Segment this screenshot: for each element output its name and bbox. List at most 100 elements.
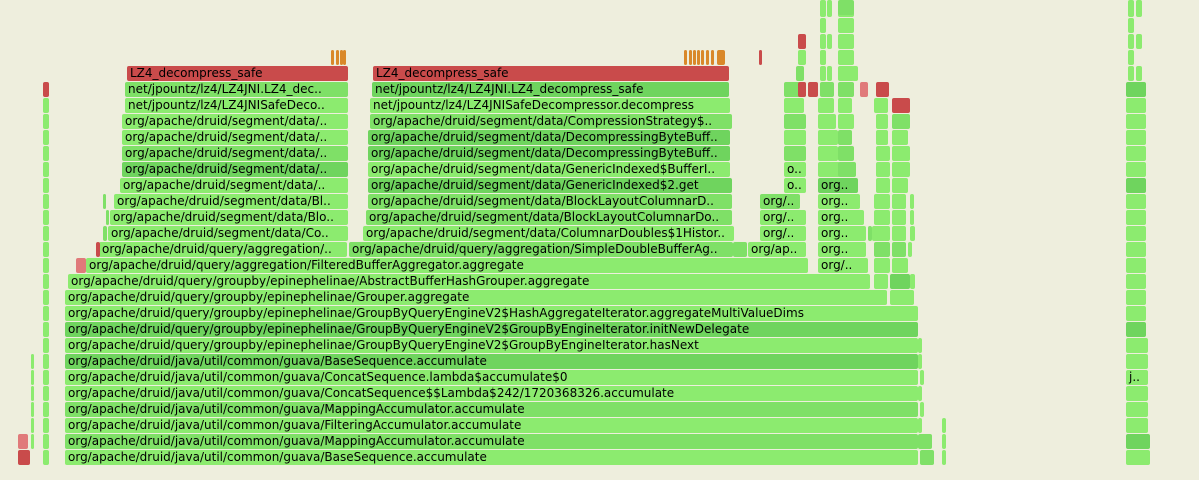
stack-frame[interactable] (43, 370, 49, 385)
stack-frame[interactable]: org/apache/druid/segment/data/BlockLayou… (368, 194, 732, 209)
stack-frame[interactable] (818, 114, 836, 129)
stack-frame[interactable] (892, 146, 910, 161)
stack-frame[interactable] (818, 98, 834, 113)
stack-frame[interactable] (890, 274, 910, 289)
stack-frame[interactable] (1136, 34, 1142, 49)
stack-frame[interactable]: org/apache/druid/segment/data/BlockLayou… (366, 210, 732, 225)
stack-frame[interactable]: org/apache/druid/java/util/common/guava/… (65, 418, 918, 433)
stack-frame[interactable] (1126, 194, 1146, 209)
stack-frame[interactable] (874, 274, 888, 289)
stack-frame[interactable] (784, 146, 806, 161)
stack-frame[interactable] (1126, 354, 1148, 369)
stack-frame[interactable] (759, 50, 762, 65)
stack-frame[interactable]: org/.. (760, 226, 806, 241)
stack-frame[interactable] (876, 162, 890, 177)
stack-frame[interactable] (331, 50, 334, 65)
stack-frame[interactable] (868, 226, 872, 241)
stack-frame[interactable]: o.. (784, 162, 806, 177)
stack-frame[interactable] (43, 114, 49, 129)
stack-frame[interactable] (918, 354, 922, 369)
stack-frame[interactable]: org.. (818, 242, 866, 257)
stack-frame[interactable]: org/apache/druid/segment/data/GenericInd… (368, 162, 730, 177)
stack-frame[interactable] (697, 50, 700, 65)
stack-frame[interactable]: org.. (818, 194, 860, 209)
stack-frame[interactable]: org/apache/druid/query/groupby/epinephel… (65, 306, 918, 321)
stack-frame[interactable] (908, 242, 912, 257)
stack-frame[interactable]: org/ap.. (748, 242, 806, 257)
stack-frame[interactable] (784, 114, 806, 129)
stack-frame[interactable] (1136, 0, 1142, 15)
stack-frame[interactable]: org/apache/druid/segment/data/Blo.. (110, 210, 348, 225)
stack-frame[interactable] (1126, 290, 1146, 305)
stack-frame[interactable] (711, 50, 714, 65)
stack-frame[interactable] (43, 306, 49, 321)
stack-frame[interactable]: org/apache/druid/segment/data/.. (122, 114, 348, 129)
stack-frame[interactable] (43, 386, 49, 401)
stack-frame[interactable] (827, 0, 832, 15)
stack-frame[interactable] (798, 82, 806, 97)
stack-frame[interactable]: org/apache/druid/segment/data/ColumnarDo… (363, 226, 734, 241)
stack-frame[interactable]: org/apache/druid/segment/data/Compressio… (370, 114, 732, 129)
stack-frame[interactable] (910, 210, 914, 225)
stack-frame[interactable]: org/.. (760, 210, 806, 225)
stack-frame[interactable] (942, 418, 946, 433)
stack-frame[interactable] (336, 50, 339, 65)
stack-frame[interactable] (684, 50, 687, 65)
stack-frame[interactable] (43, 146, 49, 161)
stack-frame[interactable]: org.. (818, 178, 858, 193)
stack-frame[interactable]: org/apache/druid/segment/data/Decompress… (368, 146, 730, 161)
stack-frame[interactable] (43, 322, 49, 337)
stack-frame[interactable]: net/jpountz/lz4/LZ4JNISafeDeco.. (125, 98, 348, 113)
stack-frame[interactable] (717, 50, 725, 65)
stack-frame[interactable] (838, 82, 854, 97)
stack-frame[interactable]: org/apache/druid/segment/data/.. (122, 130, 348, 145)
stack-frame[interactable] (1126, 450, 1150, 465)
stack-frame[interactable]: net/jpountz/lz4/LZ4JNI.LZ4_decompress_sa… (372, 82, 729, 97)
stack-frame[interactable] (43, 226, 49, 241)
stack-frame[interactable] (892, 130, 908, 145)
stack-frame[interactable] (942, 450, 946, 465)
stack-frame[interactable] (18, 450, 30, 465)
stack-frame[interactable] (838, 162, 856, 177)
stack-frame[interactable] (918, 386, 922, 401)
stack-frame[interactable] (76, 258, 86, 273)
stack-frame[interactable] (910, 274, 915, 289)
stack-frame[interactable] (920, 370, 924, 385)
stack-frame[interactable] (1128, 18, 1134, 33)
stack-frame[interactable]: org/apache/druid/query/aggregation/.. (99, 242, 347, 257)
stack-frame[interactable]: org/apache/druid/java/util/common/guava/… (65, 354, 918, 369)
stack-frame[interactable] (31, 354, 34, 369)
stack-frame[interactable]: net/jpountz/lz4/LZ4JNISafeDecompressor.d… (370, 98, 730, 113)
stack-frame[interactable] (852, 66, 858, 81)
stack-frame[interactable] (798, 34, 806, 49)
stack-frame[interactable] (892, 242, 906, 257)
stack-frame[interactable] (838, 50, 854, 65)
stack-frame[interactable] (31, 386, 34, 401)
stack-frame[interactable] (43, 130, 49, 145)
stack-frame[interactable] (827, 34, 832, 49)
stack-frame[interactable] (43, 418, 49, 433)
stack-frame[interactable] (1126, 434, 1150, 449)
stack-frame[interactable] (1126, 210, 1146, 225)
stack-frame[interactable] (1128, 34, 1134, 49)
stack-frame[interactable] (1126, 386, 1148, 401)
stack-frame[interactable] (31, 402, 34, 417)
stack-frame[interactable] (1126, 146, 1146, 161)
stack-frame[interactable] (874, 194, 890, 209)
stack-frame[interactable] (43, 402, 49, 417)
stack-frame[interactable] (1126, 98, 1146, 113)
stack-frame[interactable] (1128, 50, 1134, 65)
stack-frame[interactable] (798, 50, 806, 65)
stack-frame[interactable] (892, 210, 906, 225)
stack-frame[interactable] (820, 0, 826, 15)
stack-frame[interactable] (820, 82, 834, 97)
stack-frame[interactable] (43, 290, 49, 305)
stack-frame[interactable] (1126, 226, 1146, 241)
stack-frame[interactable] (43, 210, 49, 225)
stack-frame[interactable] (43, 178, 49, 193)
stack-frame[interactable] (1126, 402, 1148, 417)
stack-frame[interactable] (1126, 418, 1148, 433)
stack-frame[interactable] (860, 82, 868, 97)
stack-frame[interactable] (1126, 242, 1146, 257)
stack-frame[interactable]: org/apache/druid/segment/data/Bl.. (114, 194, 348, 209)
